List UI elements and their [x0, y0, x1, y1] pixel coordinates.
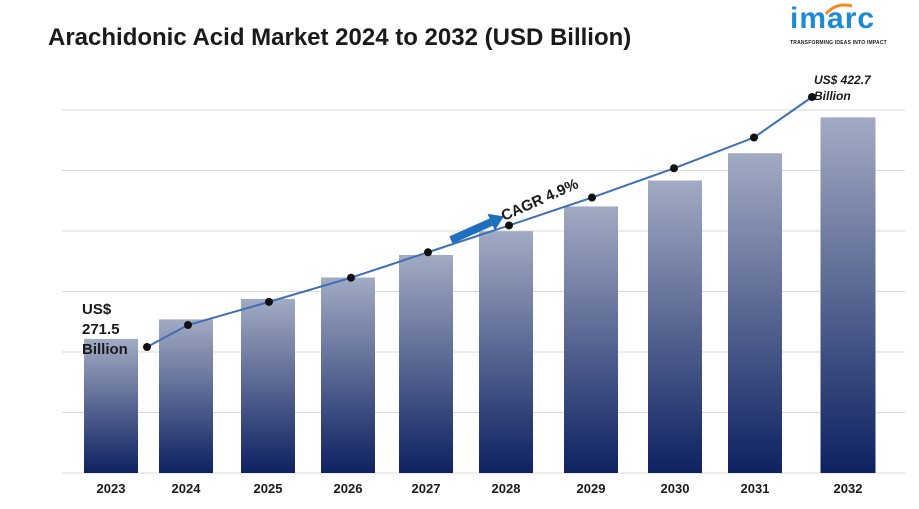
cagr-arrow-head: [487, 213, 504, 231]
trend-point-2031: [750, 133, 758, 142]
trend-line-group: [143, 93, 816, 351]
annotation-first-line3: Billion: [82, 341, 128, 358]
x-tick-label-2025: 2025: [254, 481, 283, 496]
x-tick-label-2032: 2032: [834, 481, 863, 496]
cagr-arrow-icon: [449, 213, 504, 244]
x-tick-label-2029: 2029: [577, 481, 606, 496]
logo-tagline: TRANSFORMING IDEAS INTO IMPACT: [790, 40, 887, 46]
annotation-last-value: US$ 422.7 Billion: [814, 72, 871, 104]
annotation-first-value: US$ 271.5 Billion: [82, 300, 128, 360]
imarc-logo: imarc TRANSFORMING IDEAS INTO IMPACT: [780, 2, 908, 50]
x-tick-label-2024: 2024: [172, 481, 202, 496]
cagr-arrow-shaft: [449, 218, 493, 244]
x-tick-label-2026: 2026: [334, 481, 363, 496]
trend-point-2024: [184, 321, 192, 330]
trend-point-2025: [265, 297, 273, 306]
x-tick-label-2030: 2030: [661, 481, 690, 496]
logo-wordmark: imarc: [790, 2, 876, 35]
bar-2031: [728, 153, 782, 473]
bar-2029: [564, 206, 618, 473]
chart-title: Arachidonic Acid Market 2024 to 2032 (US…: [48, 24, 632, 51]
bar-2032: [820, 117, 876, 474]
trend-point-2032: [808, 93, 816, 101]
x-tick-label-2023: 2023: [97, 481, 126, 496]
trend-point-2023: [143, 343, 151, 351]
x-tick-label-2027: 2027: [412, 481, 441, 496]
annotation-first-line1: US$: [82, 301, 112, 318]
x-tick-labels: 2023 2024 2025 2026 2027 2028 2029 2030 2031 2032: [97, 481, 863, 496]
bar-2026: [321, 277, 375, 473]
bar-2028: [479, 231, 533, 473]
annotation-first-line2: 271.5: [82, 321, 120, 338]
annotation-last-line2: Billion: [814, 89, 851, 103]
x-tick-label-2028: 2028: [492, 481, 521, 496]
bars-group: [84, 117, 876, 474]
trend-point-2029: [588, 193, 596, 202]
trend-line: [146, 96, 813, 348]
bar-2024: [159, 319, 213, 473]
bar-2027: [399, 254, 453, 473]
trend-point-2028: [505, 221, 513, 230]
bar-2023: [84, 338, 138, 473]
x-tick-label-2031: 2031: [741, 481, 770, 496]
bar-2030: [648, 180, 702, 474]
trend-point-2026: [347, 273, 355, 282]
annotation-last-line1: US$ 422.7: [814, 73, 871, 87]
bar-2025: [241, 298, 295, 473]
trend-point-2027: [424, 248, 432, 257]
trend-point-2030: [670, 164, 678, 173]
logo-swoosh-icon: [824, 3, 853, 16]
